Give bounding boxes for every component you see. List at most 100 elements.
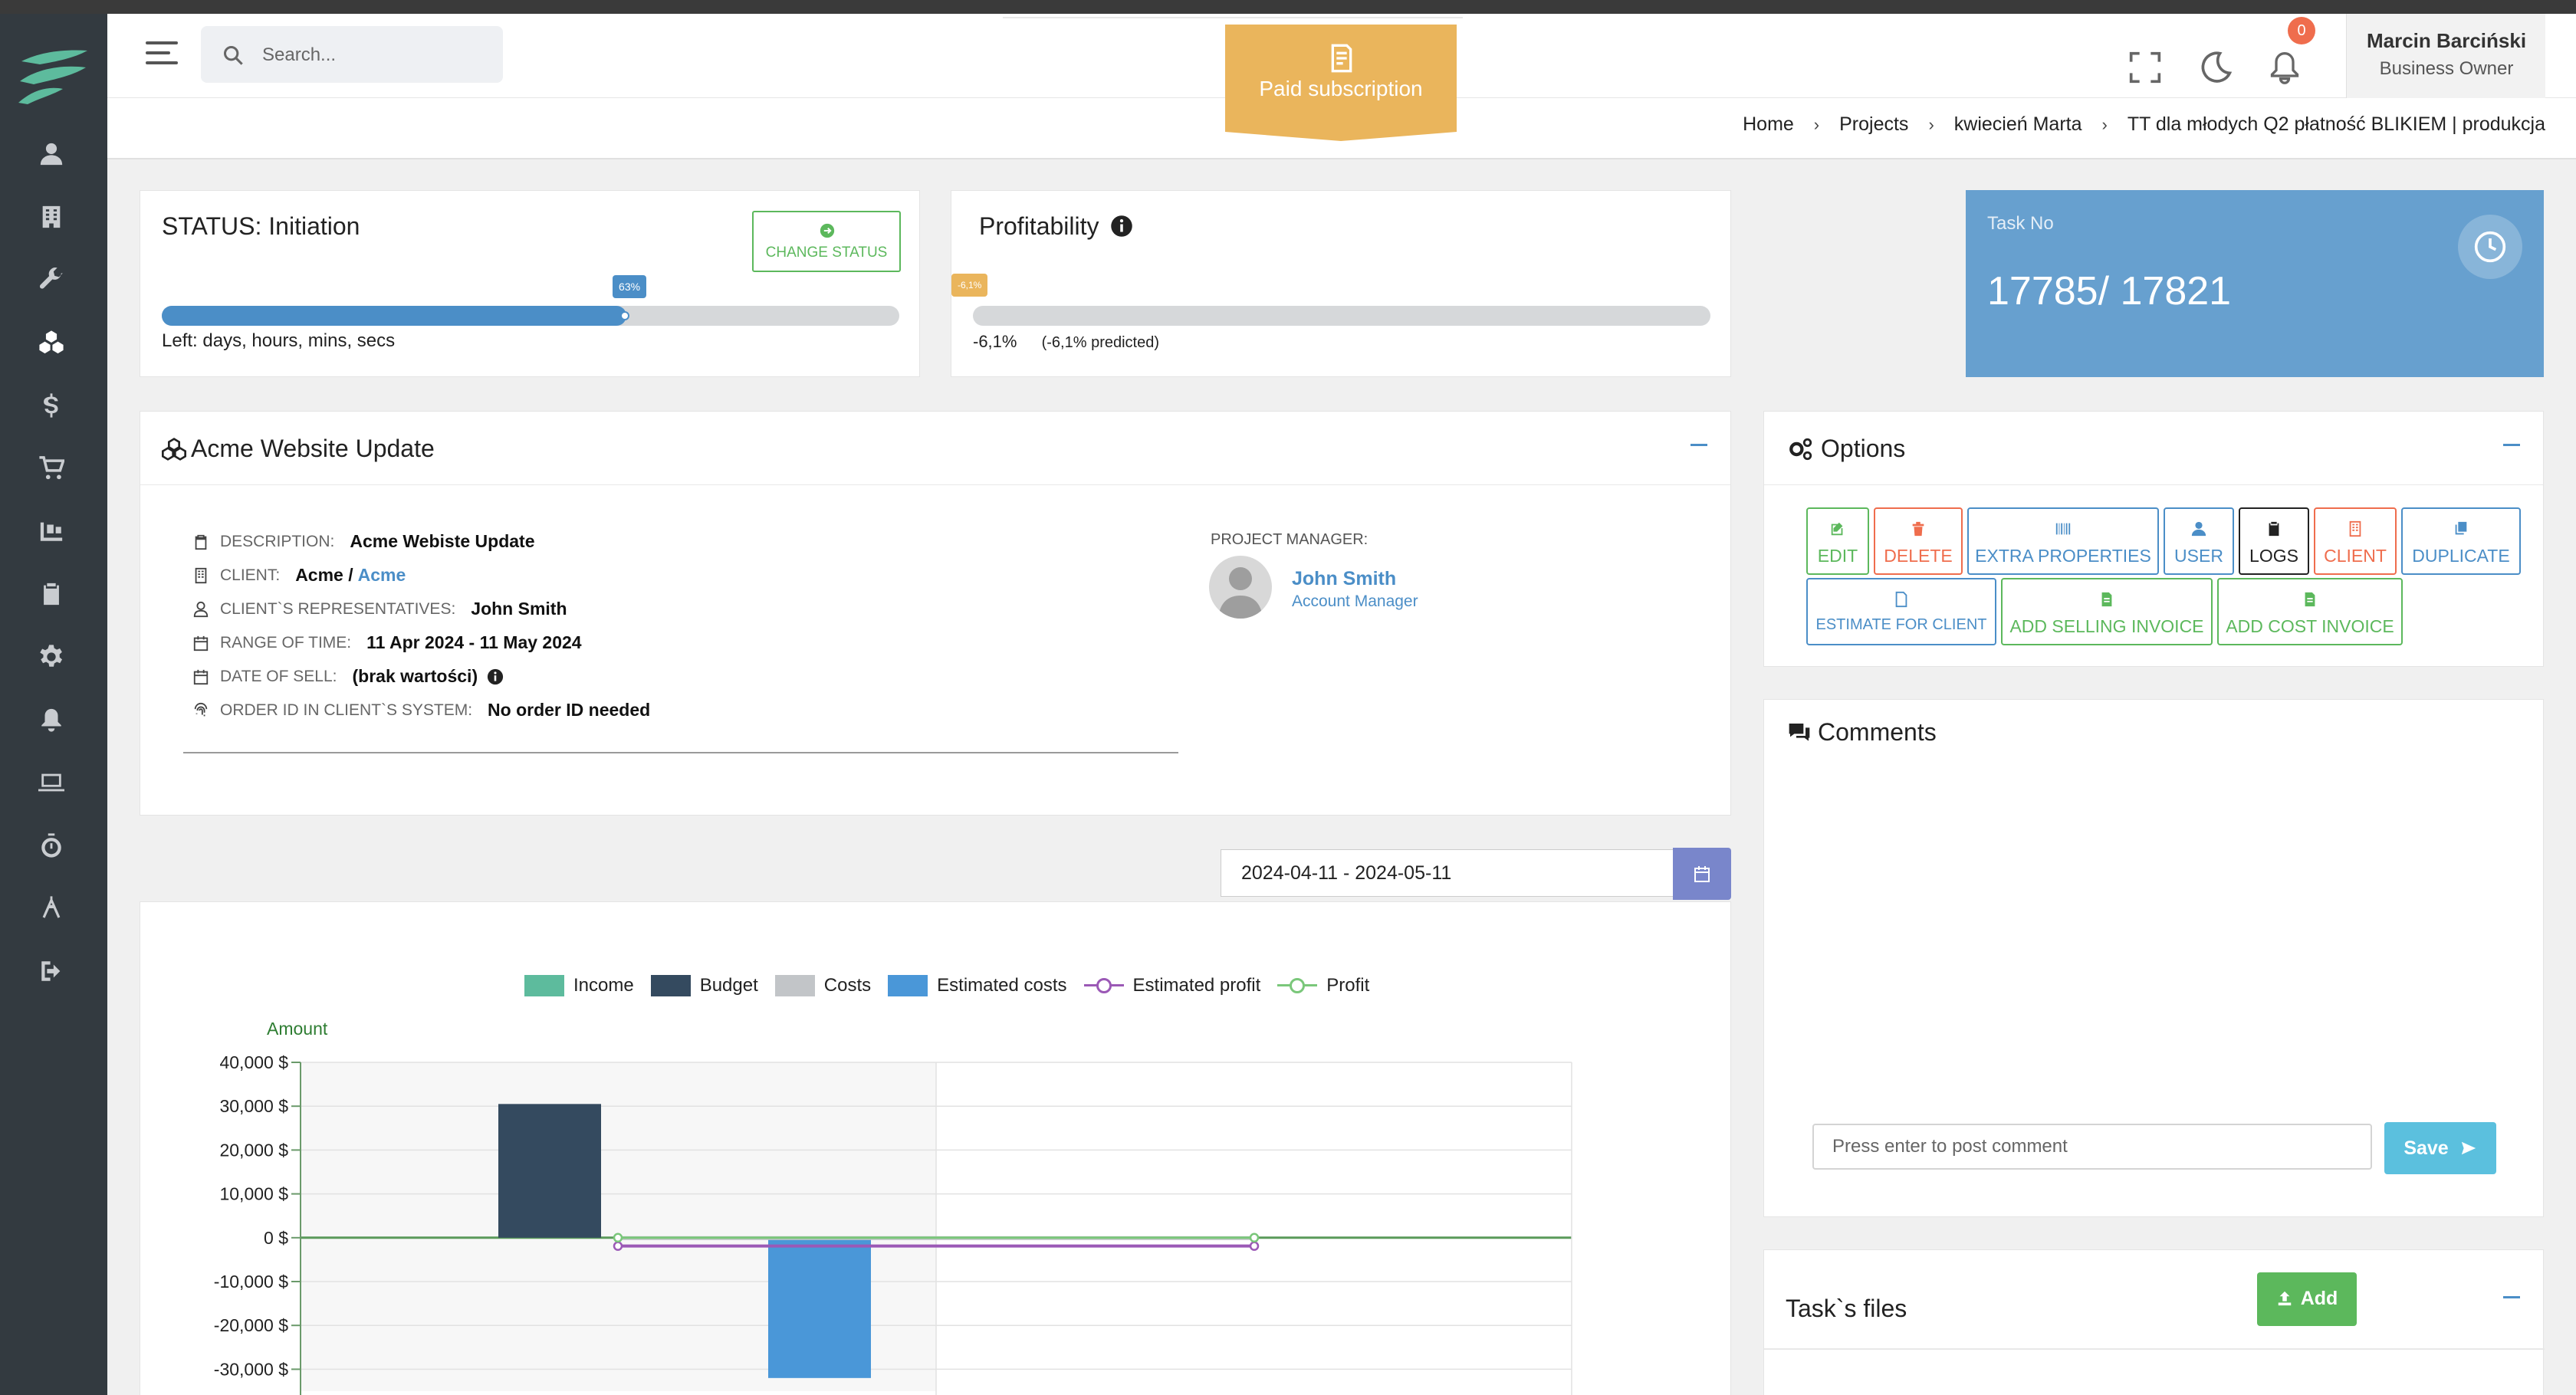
extra-properties-button[interactable]: EXTRA PROPERTIES <box>1967 507 2159 575</box>
gear-icon[interactable] <box>32 638 71 676</box>
barcode-icon <box>2055 523 2071 535</box>
delete-button[interactable]: DELETE <box>1874 507 1963 575</box>
info-icon[interactable] <box>487 668 504 685</box>
wrench-icon[interactable] <box>32 261 71 299</box>
legend-estimated-costs[interactable]: Estimated costs <box>888 975 1067 996</box>
menu-toggle-icon[interactable] <box>146 41 178 67</box>
edit-button[interactable]: EDIT <box>1806 507 1869 575</box>
legend-costs[interactable]: Costs <box>774 975 872 996</box>
paid-subscription-ribbon[interactable] <box>1225 25 1457 141</box>
info-icon[interactable] <box>1110 215 1133 238</box>
profitability-value: -6,1% <box>973 332 1017 351</box>
y-tick-label: 10,000 $ <box>219 1184 288 1204</box>
y-tick-label: 0 $ <box>264 1228 288 1248</box>
save-label: Save <box>2404 1137 2449 1159</box>
logs-label: LOGS <box>2249 546 2298 566</box>
legend-label: Profit <box>1326 975 1370 996</box>
profitability-title-text: Profitability <box>979 212 1099 240</box>
logs-button[interactable]: LOGS <box>2239 507 2309 575</box>
estimate-for-client-button[interactable]: ESTIMATE FOR CLIENT <box>1806 578 1996 645</box>
dark-mode-icon[interactable] <box>2199 51 2233 84</box>
description-row: DESCRIPTION: Acme Webiste Update <box>192 531 535 552</box>
notifications-bell-icon[interactable] <box>2268 51 2302 84</box>
y-tick-label: -10,000 $ <box>214 1272 288 1292</box>
project-manager-name[interactable]: John Smith <box>1292 568 1397 589</box>
app-logo[interactable] <box>17 38 90 112</box>
add-cost-invoice-button[interactable]: ADD COST INVOICE <box>2217 578 2403 645</box>
task-files-card: Task`s files <box>1763 1249 2545 1395</box>
building-icon <box>2349 520 2361 537</box>
legend-label: Costs <box>823 975 872 996</box>
date-range-input[interactable]: 2024-04-11 - 2024-05-11 <box>1221 849 1674 897</box>
collapse-icon[interactable] <box>2503 444 2520 446</box>
selling-invoice-label: ADD SELLING INVOICE <box>2009 616 2204 636</box>
line-point <box>613 1241 623 1251</box>
user-button[interactable]: USER <box>2164 507 2234 575</box>
legend-label: Estimated costs <box>937 975 1067 996</box>
options-card: Options <box>1763 411 2544 667</box>
clipboard-icon[interactable] <box>32 575 71 613</box>
dolly-icon[interactable] <box>32 512 71 550</box>
drafting-compass-icon[interactable] <box>32 889 71 927</box>
project-manager-label: PROJECT MANAGER: <box>1211 531 1368 548</box>
duplicate-button[interactable]: DUPLICATE <box>2401 507 2521 575</box>
collapse-icon[interactable] <box>2503 1296 2520 1298</box>
legend-label: Estimated profit <box>1132 975 1261 996</box>
legend-swatch <box>650 975 691 996</box>
user-icon[interactable] <box>32 135 71 173</box>
info-divider <box>183 752 1178 753</box>
description-value: Acme Webiste Update <box>350 531 535 551</box>
representatives-row: CLIENT`S REPRESENTATIVES: John Smith <box>192 599 567 619</box>
dollar-icon[interactable] <box>32 386 71 425</box>
profitability-card: Profitability -6,1% -6,1% (-6,1% predict… <box>951 190 1731 377</box>
bell-icon[interactable] <box>32 701 71 739</box>
cart-icon[interactable] <box>32 449 71 487</box>
y-tick-label: 30,000 $ <box>219 1096 288 1116</box>
client-link[interactable]: Acme <box>357 565 406 585</box>
chevron-right-icon: › <box>2101 114 2108 134</box>
legend-swatch <box>888 975 928 996</box>
order-id-row: ORDER ID IN CLIENT`S SYSTEM: No order ID… <box>192 700 650 720</box>
clipboard-icon <box>195 534 207 550</box>
status-progress-bar <box>162 306 899 326</box>
extra-properties-label: EXTRA PROPERTIES <box>1975 546 2151 566</box>
legend-estimated-profit[interactable]: Estimated profit <box>1083 975 1261 996</box>
legend-profit[interactable]: Profit <box>1277 975 1369 996</box>
cubes-icon[interactable] <box>32 323 71 362</box>
add-selling-invoice-button[interactable]: ADD SELLING INVOICE <box>2001 578 2213 645</box>
user-menu[interactable]: Marcin Barciński Business Owner <box>2346 14 2545 98</box>
trash-icon <box>1912 521 1924 537</box>
fullscreen-icon[interactable] <box>2128 51 2162 84</box>
breadcrumb-projects[interactable]: Projects <box>1839 113 1909 135</box>
edit-label: EDIT <box>1817 546 1858 566</box>
date-picker-button[interactable] <box>1673 848 1731 900</box>
stopwatch-icon[interactable] <box>32 826 71 865</box>
client-button[interactable]: CLIENT <box>2314 507 2397 575</box>
search-input[interactable]: Search... <box>262 44 337 65</box>
breadcrumb-folder[interactable]: kwiecień Marta <box>1953 113 2082 135</box>
options-title: Options <box>1786 435 1905 463</box>
breadcrumb-home[interactable]: Home <box>1743 113 1794 135</box>
building-icon[interactable] <box>32 198 71 236</box>
line-point <box>1249 1233 1260 1243</box>
add-label: Add <box>2300 1288 2338 1309</box>
client-row: CLIENT: Acme / Acme <box>192 565 406 586</box>
add-file-button[interactable]: Add <box>2257 1272 2357 1326</box>
collapse-icon[interactable] <box>1691 444 1707 446</box>
save-comment-button[interactable]: Save <box>2384 1122 2496 1174</box>
send-icon <box>2461 1141 2476 1155</box>
laptop-icon[interactable] <box>32 763 71 802</box>
logout-icon[interactable] <box>32 952 71 990</box>
search-box[interactable]: Search... <box>201 26 503 83</box>
range-label: RANGE OF TIME: <box>220 633 352 652</box>
breadcrumb: Home › Projects › kwiecień Marta › TT dl… <box>1743 113 2545 136</box>
legend-income[interactable]: Income <box>524 975 634 996</box>
options-header: Options <box>1764 412 2543 485</box>
legend-budget[interactable]: Budget <box>650 975 758 996</box>
upload-icon <box>2278 1291 2291 1306</box>
finance-chart: 40,000 $ 30,000 $ 20,000 $ 10,000 $ 0 $ -10,0… <box>214 1019 1572 1395</box>
comment-input[interactable]: Press enter to post comment <box>1812 1124 2372 1170</box>
order-id-value: No order ID needed <box>488 700 651 720</box>
change-status-button[interactable]: CHANGE STATUS <box>752 211 901 272</box>
avatar[interactable] <box>1209 556 1272 619</box>
